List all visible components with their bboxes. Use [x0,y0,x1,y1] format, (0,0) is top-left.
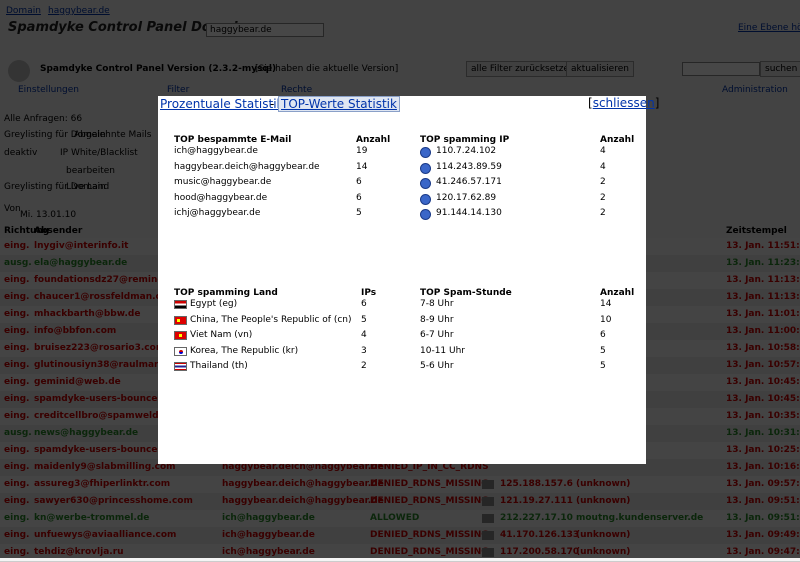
emails-count: 14 [356,161,368,172]
info-icon[interactable] [420,193,431,205]
ips-name: 114.243.89.59 [436,161,502,172]
hours-count: 5 [600,361,606,371]
countries-count: 6 [361,299,367,309]
tab-link[interactable]: Prozentuale Statistik [160,97,284,111]
emails-count: 6 [356,177,362,187]
hours-count: 10 [600,314,612,325]
bracket: ] [654,96,660,110]
countries-count: 2 [361,361,367,371]
emails-count: 6 [356,192,362,203]
emails-name: haggybear.deich@haggybear.de [174,161,320,172]
close[interactable]: schliessen [592,96,655,110]
emails-name: music@haggybear.de [174,177,272,187]
ips-name: 120.17.62.89 [436,192,497,203]
emails-name: ichj@haggybear.de [174,208,261,218]
statistics-dialog: Prozentuale Statistik - TOP-Werte Statisti… [158,96,659,464]
hours-count: 14 [600,299,612,309]
countries-name: China, The People's Republic of (cn) [190,314,352,325]
hours-name: 7-8 Uhr [420,299,454,309]
ips-name: 91.144.14.130 [436,208,502,218]
info-icon[interactable] [420,178,431,189]
country-flag [174,362,187,371]
countries-name: Korea, The Republic (kr) [190,345,299,356]
ips-count: 2 [600,192,606,203]
table-header: IPs [361,288,377,298]
countries-count: 4 [361,330,367,340]
info-icon[interactable] [420,147,431,158]
info-icon[interactable] [420,162,431,174]
emails-name: ich@haggybear.de [174,146,258,156]
hours-name: 5-6 Uhr [420,361,454,371]
flag-circle [179,349,183,354]
countries-name: Viet Nam (vn) [190,330,253,340]
ips-name: 110.7.24.102 [436,146,497,156]
table-header: Anzahl [600,135,635,145]
emails-count: 19 [356,146,368,156]
countries-count: 5 [361,314,367,325]
hours-name: 10-11 Uhr [420,345,466,356]
ips-count: 4 [600,161,606,172]
country-flag [174,331,187,340]
info-icon[interactable] [420,209,431,220]
table-header: TOP Spam-Stunde [420,288,512,298]
separator: - [270,97,275,111]
countries-name: Thailand (th) [190,361,248,371]
ips-count: 2 [600,208,606,218]
table-header: TOP spamming IP [420,135,510,145]
country-flag [174,300,187,309]
table-header: TOP spamming Land [174,288,278,298]
hours-count: 6 [600,330,606,340]
emails-count: 5 [356,208,362,218]
country-flag [174,346,187,356]
hours-count: 5 [600,345,606,356]
table-header: TOP bespammte E-Mail [174,135,292,145]
countries-name: Egypt (eg) [190,299,238,309]
ips-count: 4 [600,146,606,156]
emails-name: hood@haggybear.de [174,192,268,203]
tab-link[interactable]: TOP-Werte Statistik [278,96,400,112]
ips-count: 2 [600,177,606,187]
country-flag [174,315,187,325]
countries-count: 3 [361,345,367,356]
hours-name: 6-7 Uhr [420,330,454,340]
close-link: [schliessen] [588,96,659,110]
flag-star [179,334,182,337]
flag-star [177,318,180,322]
table-header: Anzahl [600,288,635,298]
bracket: [ [588,96,593,110]
ips-name: 41.246.57.171 [436,177,502,187]
hours-name: 8-9 Uhr [420,314,454,325]
table-header: Anzahl [356,135,391,145]
